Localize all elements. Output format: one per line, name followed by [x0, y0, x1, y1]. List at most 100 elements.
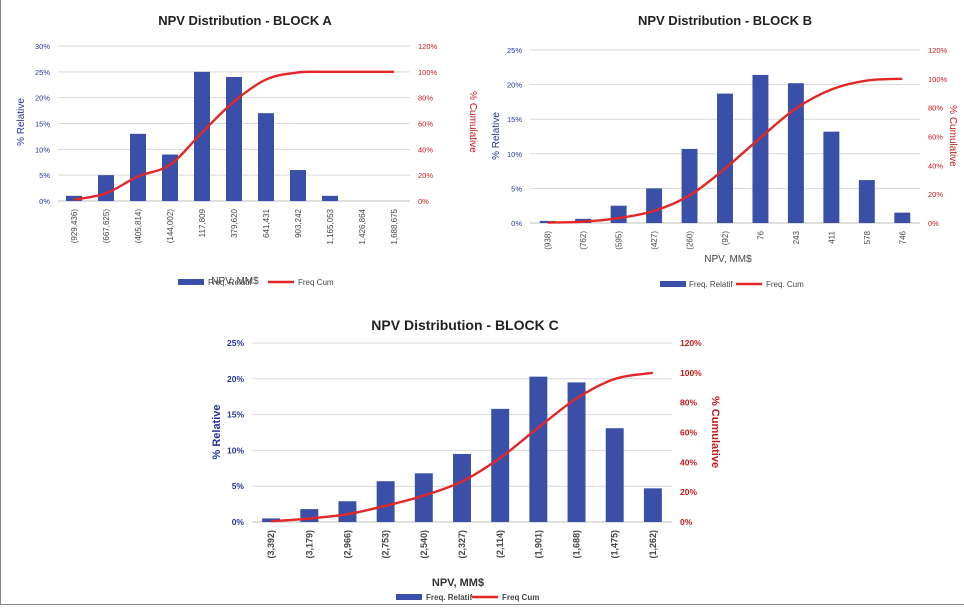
chart-title: NPV Distribution - BLOCK B [638, 13, 812, 28]
y-axis-label-right: % Cumulative [467, 91, 478, 153]
legend-label-line: Freq. Cum [766, 280, 804, 289]
bar [752, 74, 769, 223]
y2-tick-label: 100% [680, 368, 702, 378]
y2-tick-label: 0% [418, 197, 429, 206]
y2-tick-label: 60% [680, 428, 697, 438]
y2-tick-label: 80% [418, 94, 433, 103]
chart-panel-block-b: NPV Distribution - BLOCK B % Relative % … [491, 13, 958, 289]
chart-panel-block-a: NPV Distribution - BLOCK A % Relative % … [16, 13, 478, 287]
x-axis-label: NPV, MM$ [432, 577, 484, 589]
chart-title: NPV Distribution - BLOCK A [158, 13, 332, 28]
bar [567, 382, 586, 522]
x-tick-label: 641,431 [262, 208, 271, 237]
x-tick-label: (405,814) [134, 209, 143, 244]
y-tick-label: 20% [35, 94, 50, 103]
bar [376, 481, 395, 522]
y-tick-label: 30% [35, 42, 50, 51]
chart-title: NPV Distribution - BLOCK C [371, 317, 558, 333]
x-tick-label: (762) [579, 231, 588, 250]
y-tick-label: 5% [39, 171, 50, 180]
y2-tick-label: 100% [418, 68, 438, 77]
x-axis-label: NPV, MM$ [211, 276, 259, 287]
y-tick-label: 0% [39, 197, 50, 206]
cumulative-line [547, 77, 903, 224]
x-tick-label: (2,540) [419, 530, 429, 559]
x-tick-label: 76 [756, 230, 765, 239]
y2-tick-label: 60% [418, 120, 433, 129]
bar [787, 83, 804, 223]
y2-tick-label: 0% [928, 219, 939, 228]
y-tick-label: 25% [35, 68, 50, 77]
x-tick-label: (929,436) [70, 209, 79, 244]
y-tick-label: 5% [232, 481, 245, 491]
x-tick-label: (1,262) [648, 530, 658, 559]
bar [130, 133, 146, 201]
y2-tick-label: 60% [928, 133, 943, 142]
y-tick-label: 25% [507, 46, 522, 55]
y2-tick-label: 80% [680, 398, 697, 408]
x-tick-label: 117,809 [198, 208, 207, 237]
bar [453, 453, 471, 522]
y2-tick-label: 20% [680, 487, 697, 497]
bar [646, 188, 663, 223]
cumulative-line [73, 70, 394, 201]
x-tick-label: (3,392) [266, 530, 276, 559]
x-tick-label: (92) [721, 231, 730, 246]
x-tick-label: (3,179) [304, 530, 314, 559]
x-tick-label: 379,620 [230, 208, 239, 237]
x-tick-label: (1,688) [572, 530, 582, 559]
y-axis-label-left: % Relative [491, 112, 502, 160]
y2-tick-label: 20% [928, 190, 943, 199]
bar [226, 77, 242, 201]
x-tick-label: 746 [898, 230, 907, 244]
bar [414, 473, 433, 522]
bar [194, 71, 210, 201]
x-tick-label: (2,114) [495, 530, 505, 558]
bar [643, 488, 662, 522]
x-tick-label: 411 [827, 230, 836, 243]
x-tick-label: 903,242 [294, 208, 303, 237]
y2-tick-label: 120% [928, 46, 948, 55]
y-tick-label: 20% [227, 374, 244, 384]
bar [66, 195, 82, 201]
legend: Freq. Relatif Freq. Cum [660, 280, 804, 289]
y2-tick-label: 120% [680, 338, 702, 348]
bar [338, 501, 357, 522]
y-tick-label: 15% [507, 115, 522, 124]
y2-tick-label: 80% [928, 104, 943, 113]
bar [605, 428, 624, 522]
y2-tick-label: 40% [680, 457, 697, 467]
legend-label-bar: Freq. Relatif [208, 278, 252, 287]
x-tick-label: (260) [686, 231, 695, 250]
y2-tick-label: 40% [928, 161, 943, 170]
bar [529, 376, 548, 522]
legend: Freq. Relatif Freq Cum [178, 278, 334, 287]
bar [610, 205, 627, 223]
y-tick-label: 0% [511, 219, 522, 228]
y2-tick-label: 0% [680, 517, 693, 527]
legend-swatch-bar [178, 279, 204, 285]
legend: Freq. Relatif Freq Cum [396, 593, 539, 602]
x-tick-label: 243 [792, 230, 801, 244]
y-tick-label: 15% [35, 120, 50, 129]
x-tick-label: (938) [544, 231, 553, 250]
bar [290, 170, 306, 201]
legend-label-bar: Freq. Relatif [689, 280, 733, 289]
bar [491, 408, 510, 522]
bar [717, 93, 733, 223]
legend-label-line: Freq Cum [298, 278, 334, 287]
legend-swatch-bar [660, 281, 686, 287]
chart-panel-block-c: NPV Distribution - BLOCK C % Relative % … [211, 317, 721, 602]
x-tick-label: 1,165,053 [326, 208, 335, 244]
y-tick-label: 10% [507, 150, 522, 159]
bar [258, 113, 274, 201]
y2-tick-label: 120% [418, 42, 438, 51]
y2-tick-label: 100% [928, 75, 948, 84]
y-axis-label-right: % Cumulative [947, 105, 958, 167]
y-tick-label: 0% [232, 517, 245, 527]
x-axis-label: NPV, MM$ [704, 254, 752, 265]
x-tick-label: (2,966) [342, 530, 352, 559]
